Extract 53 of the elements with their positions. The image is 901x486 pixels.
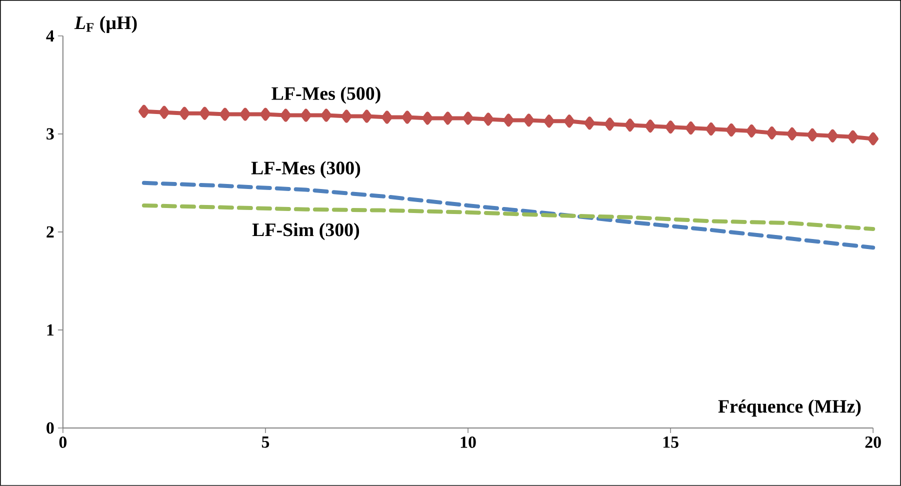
point — [138, 104, 150, 118]
x-axis-title: Fréquence (MHz) — [718, 399, 861, 417]
point — [806, 128, 818, 142]
x-tick-label: 15 — [663, 436, 678, 448]
point — [402, 110, 413, 124]
y-tick-label: 4 — [46, 30, 54, 42]
point — [564, 114, 575, 128]
point — [746, 124, 757, 138]
point — [766, 126, 778, 140]
y-axis-title: L$_{F}$ (µH) — [74, 16, 137, 34]
series-label: LF-Mes (500) — [272, 86, 380, 104]
point — [503, 114, 514, 127]
point — [220, 108, 230, 121]
x-tick-label: 20 — [865, 436, 881, 448]
point — [260, 108, 271, 121]
point — [422, 112, 433, 125]
point — [726, 124, 737, 137]
point — [604, 118, 616, 131]
x-tick-label: 10 — [460, 436, 476, 448]
point — [665, 120, 676, 134]
point — [584, 116, 595, 130]
point — [786, 127, 798, 140]
point — [300, 108, 312, 122]
point — [320, 108, 332, 122]
y-tick-label: 2 — [46, 226, 54, 238]
point — [361, 110, 372, 123]
point — [847, 130, 858, 144]
point — [341, 110, 352, 123]
point — [240, 108, 251, 121]
y-tick-label: 1 — [47, 324, 54, 336]
point — [644, 120, 656, 133]
point — [685, 122, 696, 135]
x-tick-label: 5 — [262, 436, 270, 448]
point — [544, 114, 554, 128]
series-label: LF-Mes (300) — [251, 161, 360, 178]
point — [199, 106, 210, 120]
series-label: LF-Sim (300) — [252, 222, 360, 240]
point — [158, 106, 170, 119]
point — [442, 112, 454, 125]
point — [382, 110, 392, 124]
point — [179, 106, 190, 120]
point — [462, 112, 474, 125]
point — [523, 114, 534, 127]
x-tick-label: 0 — [59, 436, 67, 448]
y-tick-label: 3 — [46, 128, 54, 140]
point — [706, 122, 716, 136]
point — [827, 129, 838, 142]
y-tick-label: 0 — [46, 422, 54, 434]
point — [280, 108, 292, 122]
point — [868, 132, 878, 146]
point — [624, 118, 636, 132]
point — [482, 112, 494, 126]
line-series — [142, 180, 876, 250]
